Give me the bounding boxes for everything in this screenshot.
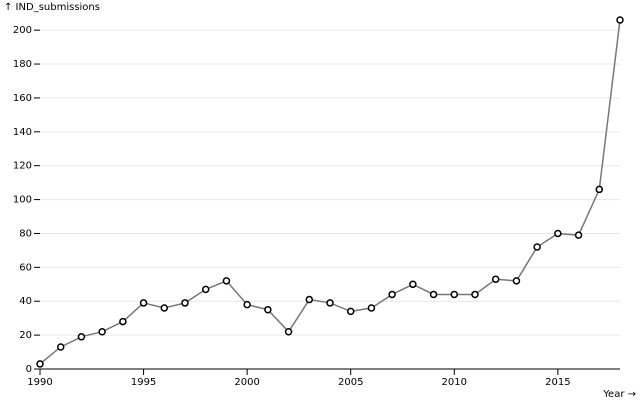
point [77,333,86,341]
point [181,299,189,307]
point [533,243,541,251]
point [264,305,272,314]
point [119,317,127,326]
y-tick-label: 0 [26,364,32,375]
point [409,280,417,289]
y-tick-label: 120 [13,161,32,172]
point [554,229,562,238]
point [429,290,438,299]
y-axis-label: ↑ IND_submissions [4,2,100,13]
x-tick-label: 1990 [27,377,52,388]
y-tick-label: 60 [19,262,32,273]
x-tick-label: 2005 [338,377,363,388]
point [98,327,106,336]
point [222,277,231,285]
y-tick-label: 100 [13,195,32,206]
x-tick-label: 2010 [442,377,467,388]
point [388,290,396,299]
line [39,19,621,365]
y-tick-label: 80 [19,228,32,239]
point [471,290,479,299]
point [201,285,210,294]
point [491,275,500,283]
point [36,360,44,368]
x-tick-label: 2000 [234,377,259,388]
point [284,327,293,336]
y-tick-label: 20 [19,330,32,341]
point [160,304,169,312]
x-tick-label: 1995 [131,377,156,388]
point [595,185,604,194]
point [346,307,355,316]
y-tick-label: 40 [19,296,32,307]
y-tick-label: 180 [13,59,32,70]
point [56,343,65,351]
point [305,295,314,304]
y-tick-label: 160 [13,93,32,104]
point [616,16,624,24]
y-tick-label: 140 [13,127,32,138]
point [512,277,521,285]
point [450,290,459,299]
x-tick-label: 2015 [545,377,570,388]
point [243,300,251,309]
point [367,304,376,312]
y-tick-label: 200 [13,25,32,36]
point [574,231,583,239]
point [139,299,148,307]
point [326,299,334,307]
x-axis-label: Year → [602,389,636,400]
